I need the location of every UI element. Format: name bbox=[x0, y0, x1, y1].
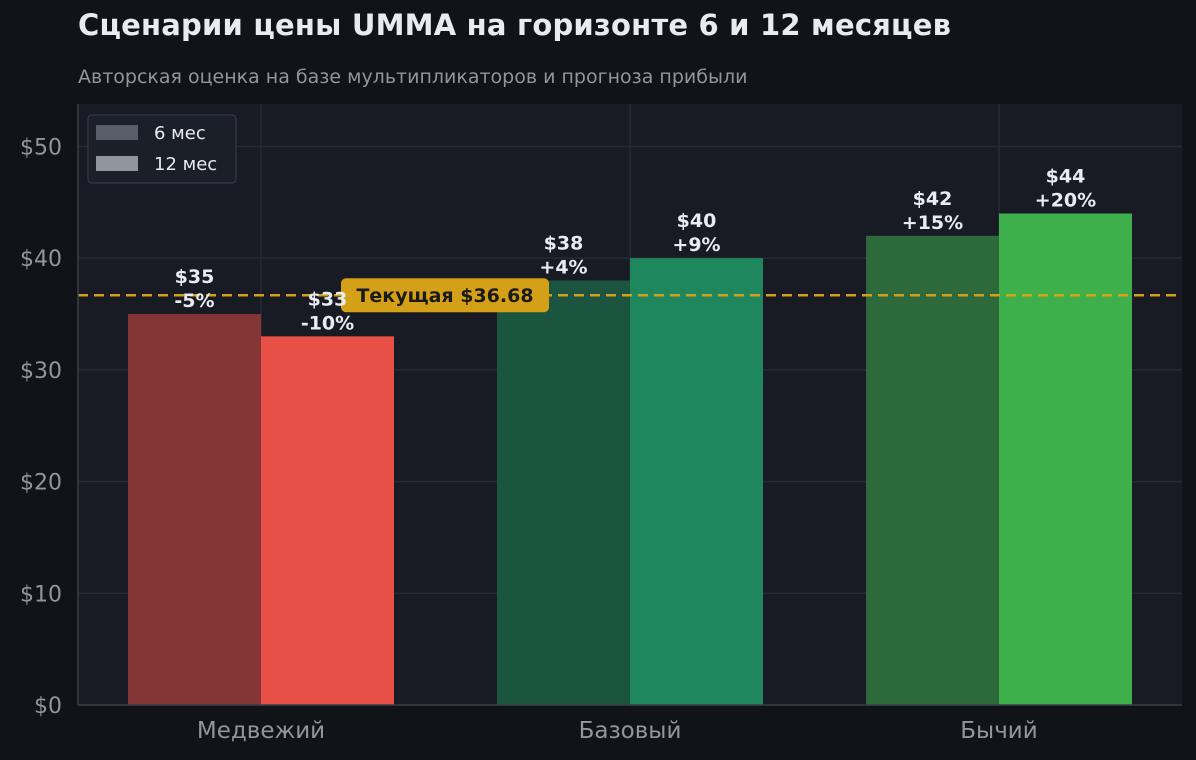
y-tick-label: $10 bbox=[20, 582, 62, 607]
bar-change-label: -5% bbox=[174, 290, 214, 312]
bar-change-label: -10% bbox=[301, 312, 354, 334]
bar-change-label: +15% bbox=[902, 212, 963, 234]
bar-value-label: $33 bbox=[308, 288, 348, 310]
chart-title: Сценарии цены UMMA на горизонте 6 и 12 м… bbox=[78, 8, 952, 42]
bar bbox=[128, 314, 261, 705]
current-price-badge bbox=[341, 278, 549, 313]
current-price-label: Текущая $36.68 bbox=[356, 285, 533, 307]
bar-value-label: $42 bbox=[913, 188, 953, 210]
y-tick-label: $50 bbox=[20, 135, 62, 160]
bar-value-label: $35 bbox=[175, 266, 215, 288]
bar bbox=[866, 235, 999, 705]
x-category-label: Бычий bbox=[960, 718, 1037, 744]
legend: 6 мес 12 мес bbox=[87, 114, 237, 184]
axis-layer: $0 $10 $20 $30 $40 $50 Медвежий Базовый Бычий bbox=[20, 135, 1038, 744]
bar-value-label: $40 bbox=[677, 210, 717, 232]
legend-swatch bbox=[96, 156, 138, 171]
bar-value-label: $38 bbox=[544, 233, 584, 255]
reference-layer: Текущая $36.68 bbox=[78, 278, 1182, 313]
bar-change-label: +20% bbox=[1035, 189, 1096, 211]
y-tick-label: $20 bbox=[20, 471, 62, 496]
legend-label: 12 мес bbox=[154, 154, 217, 175]
bar bbox=[630, 258, 763, 705]
legend-label: 6 мес bbox=[154, 123, 206, 144]
legend-swatch bbox=[96, 125, 138, 140]
chart-subtitle: Авторская оценка на базе мультипликаторо… bbox=[78, 66, 748, 88]
y-tick-label: $30 bbox=[20, 359, 62, 384]
y-tick-label: $0 bbox=[34, 694, 62, 719]
bar bbox=[999, 213, 1132, 705]
bar bbox=[261, 336, 394, 705]
bars-layer bbox=[128, 213, 1132, 705]
x-category-label: Медвежий bbox=[197, 718, 325, 744]
x-category-label: Базовый bbox=[579, 718, 682, 744]
bar-change-label: +9% bbox=[672, 234, 720, 256]
bar bbox=[497, 280, 630, 705]
y-tick-label: $40 bbox=[20, 247, 62, 272]
labels-layer: $35-5% $33-10% $38+4% $40+9% $42+15% $44+20% bbox=[174, 165, 1096, 334]
bar-value-label: $44 bbox=[1046, 165, 1086, 187]
bar-change-label: +4% bbox=[539, 257, 587, 279]
